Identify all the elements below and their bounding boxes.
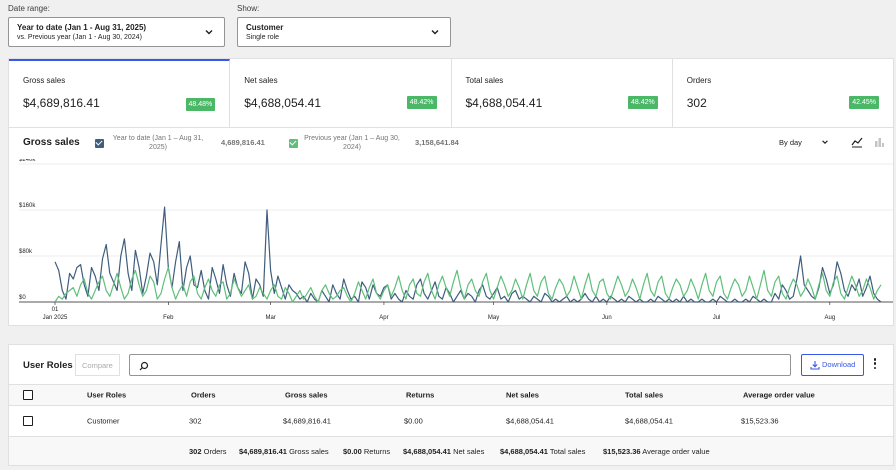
column-header[interactable]: Average order value bbox=[743, 390, 815, 400]
x-tick-label: Jun bbox=[602, 315, 612, 321]
delta-badge: 48.42% bbox=[628, 96, 658, 109]
tile-value: $4,689,816.41 bbox=[23, 96, 100, 110]
tile-gross-sales[interactable]: Gross sales $4,689,816.41 48.48% bbox=[9, 59, 231, 127]
line-chart-icon[interactable] bbox=[851, 136, 863, 148]
tile-total-sales[interactable]: Total sales $4,688,054.41 48.42% bbox=[452, 59, 673, 127]
legend-previous-value: 3,158,641.84 bbox=[415, 138, 459, 147]
x-tick-label: Aug bbox=[824, 315, 835, 321]
column-header[interactable]: Total sales bbox=[625, 390, 664, 400]
tile-label: Net sales bbox=[244, 76, 278, 85]
show-primary: Customer bbox=[246, 23, 284, 32]
x-tick-label: Feb bbox=[163, 315, 174, 321]
legend-current[interactable]: Year to date (Jan 1 – Aug 31, 2025) bbox=[95, 134, 206, 152]
select-all-checkbox[interactable] bbox=[23, 390, 33, 400]
download-label: Download bbox=[822, 360, 856, 369]
delta-badge: 42.45% bbox=[849, 96, 879, 109]
checkbox-checked-icon[interactable] bbox=[289, 138, 298, 148]
summary-total-sales: $4,688,054.41 Total sales bbox=[500, 447, 586, 456]
table-title: User Roles bbox=[23, 360, 73, 371]
summary-orders: 302 Orders bbox=[189, 447, 227, 456]
column-header[interactable]: Gross sales bbox=[285, 390, 328, 400]
table-row: Customer 302 $4,689,816.41 $0.00 $4,688,… bbox=[9, 406, 893, 437]
legend-current-value: 4,689,816.41 bbox=[221, 138, 265, 147]
tile-label: Orders bbox=[686, 76, 712, 85]
search-icon bbox=[139, 361, 149, 371]
table-summary-row: 302 Orders $4,689,816.41 Gross sales $0.… bbox=[9, 437, 893, 465]
search-input[interactable] bbox=[129, 354, 791, 376]
row-checkbox[interactable] bbox=[23, 416, 33, 426]
table-cell: $4,688,054.41 bbox=[506, 416, 554, 426]
x-tick-label: May bbox=[488, 315, 499, 321]
date-range-label: Date range: bbox=[8, 4, 50, 13]
date-range-dropdown[interactable]: Year to date (Jan 1 - Aug 31, 2025) vs. … bbox=[8, 17, 225, 47]
delta-badge: 48.48% bbox=[185, 98, 216, 111]
more-options-icon[interactable] bbox=[871, 357, 879, 371]
delta-badge: 48.42% bbox=[406, 96, 437, 109]
table-cell: 302 bbox=[189, 416, 202, 426]
summary-net-sales: $4,688,054.41 Net sales bbox=[403, 447, 485, 456]
gross-sales-line-chart: $240k $160k $80k $0 01 Jan 2025 Feb Mar Apr May Ju… bbox=[19, 159, 893, 321]
tile-value: $4,688,054.41 bbox=[244, 96, 321, 110]
y-tick-label: $240k bbox=[19, 159, 36, 163]
column-header[interactable]: User Roles bbox=[87, 390, 127, 400]
tile-label: Total sales bbox=[465, 76, 504, 85]
chart-title: Gross sales bbox=[23, 137, 80, 148]
table-header-bar: User Roles Compare Download bbox=[9, 345, 893, 385]
download-icon bbox=[810, 361, 820, 370]
show-secondary: Single role bbox=[246, 34, 280, 41]
performance-card: Gross sales $4,689,816.41 48.48% Net sal… bbox=[8, 58, 894, 326]
x-tick-label: Jul bbox=[713, 315, 721, 321]
legend-previous-label: Previous year (Jan 1 – Aug 30, 2024) bbox=[304, 135, 400, 151]
table-cell: $15,523.36 bbox=[741, 416, 779, 426]
x-tick-label: Mar bbox=[265, 315, 275, 321]
user-roles-card: User Roles Compare Download User Roles O… bbox=[8, 344, 894, 466]
date-range-filter: Date range: Year to date (Jan 1 - Aug 31… bbox=[8, 4, 225, 47]
x-tick-label: Apr bbox=[379, 315, 388, 321]
download-button[interactable]: Download bbox=[801, 354, 864, 376]
table-cell: $0.00 bbox=[404, 416, 423, 426]
column-header[interactable]: Orders bbox=[191, 390, 216, 400]
table-cell: Customer bbox=[87, 416, 120, 426]
tile-label: Gross sales bbox=[23, 76, 66, 85]
tile-net-sales[interactable]: Net sales $4,688,054.41 48.42% bbox=[230, 59, 452, 127]
show-filter: Show: Customer Single role bbox=[237, 4, 451, 47]
date-range-secondary: vs. Previous year (Jan 1 - Aug 30, 2024) bbox=[17, 34, 142, 41]
bar-chart-icon[interactable] bbox=[873, 136, 885, 148]
column-header[interactable]: Returns bbox=[406, 390, 435, 400]
x-tick-label: 01 bbox=[52, 307, 59, 313]
compare-button[interactable]: Compare bbox=[75, 354, 120, 376]
chevron-down-icon bbox=[431, 30, 439, 35]
show-dropdown[interactable]: Customer Single role bbox=[237, 17, 451, 47]
filters-bar: Date range: Year to date (Jan 1 - Aug 31… bbox=[8, 4, 451, 47]
legend-previous[interactable]: Previous year (Jan 1 – Aug 30, 2024) bbox=[289, 134, 400, 152]
date-range-primary: Year to date (Jan 1 - Aug 31, 2025) bbox=[17, 23, 147, 32]
tile-value: $4,688,054.41 bbox=[465, 96, 543, 110]
column-header[interactable]: Net sales bbox=[506, 390, 539, 400]
checkbox-checked-icon[interactable] bbox=[95, 138, 104, 148]
y-tick-label: $0 bbox=[19, 295, 26, 301]
table-header-row: User Roles Orders Gross sales Returns Ne… bbox=[9, 385, 893, 406]
summary-returns: $0.00 Returns bbox=[343, 447, 391, 456]
tile-orders[interactable]: Orders 302 42.45% bbox=[673, 59, 893, 127]
series-line-previous bbox=[54, 266, 882, 303]
y-tick-label: $80k bbox=[19, 249, 33, 255]
show-label: Show: bbox=[237, 4, 260, 13]
tile-value: 302 bbox=[686, 96, 707, 110]
chevron-down-icon[interactable] bbox=[821, 138, 829, 146]
chart-header: Gross sales Year to date (Jan 1 – Aug 31… bbox=[9, 128, 893, 158]
y-tick-label: $160k bbox=[19, 203, 36, 209]
summary-gross-sales: $4,689,816.41 Gross sales bbox=[239, 447, 329, 456]
table-cell: $4,688,054.41 bbox=[625, 416, 673, 426]
series-line-current bbox=[54, 206, 882, 303]
interval-select[interactable]: By day bbox=[779, 138, 802, 147]
table-cell: $4,689,816.41 bbox=[283, 416, 331, 426]
summary-tiles: Gross sales $4,689,816.41 48.48% Net sal… bbox=[9, 59, 893, 128]
summary-average-order-value: $15,523.36 Average order value bbox=[603, 447, 710, 456]
x-tick-label: Jan 2025 bbox=[43, 315, 68, 321]
legend-current-label: Year to date (Jan 1 – Aug 31, 2025) bbox=[112, 135, 204, 151]
chevron-down-icon bbox=[205, 30, 213, 35]
